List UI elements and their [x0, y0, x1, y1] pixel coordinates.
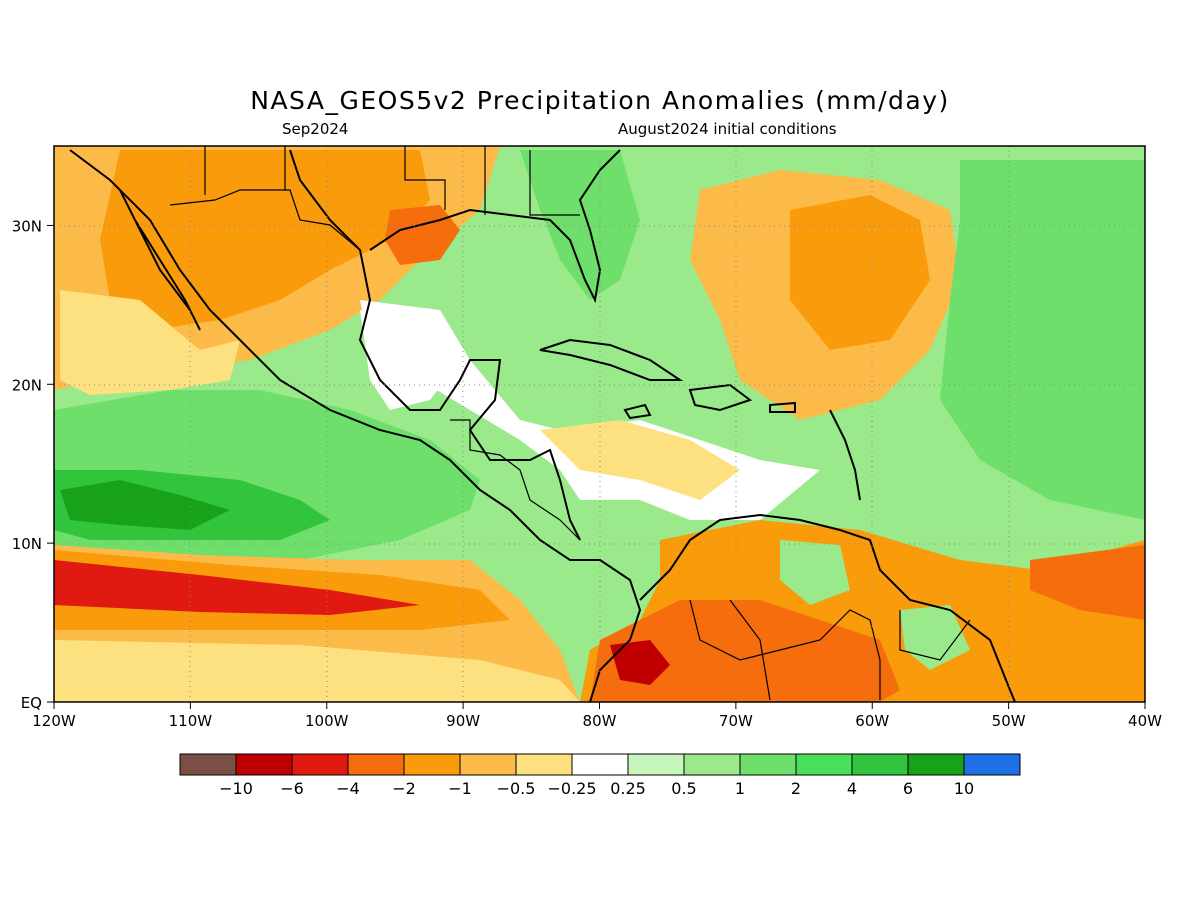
colorbar-label: 4 [847, 779, 857, 798]
colorbar-swatch [235, 753, 293, 776]
colorbar-label: −1 [448, 779, 472, 798]
coast-hispaniola [688, 383, 753, 412]
colorbar-swatch [851, 753, 909, 776]
x-tick-label: 60W [855, 712, 889, 730]
field-sa-driest [610, 640, 670, 685]
colorbar-label: −6 [280, 779, 304, 798]
initial-conditions: August2024 initial conditions [618, 120, 837, 138]
colorbar-label: −10 [219, 779, 253, 798]
field-guiana-wet [900, 605, 970, 670]
colorbar-swatch [403, 753, 461, 776]
y-tick-label: EQ [21, 694, 42, 712]
colorbar-label: 10 [954, 779, 974, 798]
field-sa-wet [780, 540, 850, 605]
border-central-america [450, 419, 581, 541]
coast-puerto-rico [769, 401, 796, 413]
colorbar-label: 6 [903, 779, 913, 798]
coast-south-america [639, 513, 1016, 702]
field-sa-drier [590, 600, 900, 702]
border-us-mexico [169, 189, 361, 251]
coast-mexico-pacific [69, 149, 642, 702]
x-tick-label: 90W [446, 712, 480, 730]
colorbar-label: −0.25 [547, 779, 596, 798]
map-title: NASA_GEOS5v2 Precipitation Anomalies (mm… [250, 86, 950, 115]
graticule [54, 146, 1145, 702]
y-axis: EQ 10N 20N 30N [12, 217, 54, 712]
colorbar-swatch [907, 753, 965, 776]
y-tick-label: 10N [12, 535, 42, 553]
colorbar-swatch [683, 753, 741, 776]
colorbar-swatch [291, 753, 349, 776]
political-borders [169, 146, 971, 701]
x-tick-label: 50W [992, 712, 1026, 730]
coast-antilles [829, 409, 861, 501]
coastlines [69, 149, 1016, 702]
field-itcz-pale [54, 640, 580, 702]
x-tick-label: 120W [32, 712, 76, 730]
colorbar-swatch [795, 753, 853, 776]
colorbar-label: −2 [392, 779, 416, 798]
border-sa [689, 599, 971, 701]
field-mexico-pale [60, 290, 240, 395]
forecast-month: Sep2024 [282, 120, 349, 138]
x-tick-label: 70W [719, 712, 753, 730]
field-atlantic-drier [790, 195, 930, 350]
colorbar-swatch [627, 753, 685, 776]
anomaly-field [54, 146, 1145, 702]
colorbar-swatch [179, 753, 237, 776]
field-itcz-dry-3 [54, 560, 420, 615]
colorbar-label: 2 [791, 779, 801, 798]
coast-baja [119, 189, 201, 331]
colorbar-swatch [347, 753, 405, 776]
colorbar-label: 1 [735, 779, 745, 798]
colorbar-swatch [459, 753, 517, 776]
y-tick-label: 20N [12, 376, 42, 394]
x-tick-label: 80W [583, 712, 617, 730]
field-mexico-drier [100, 150, 430, 330]
field-pacific-wettest [60, 480, 230, 530]
field-atlantic-itcz-drier [1030, 545, 1145, 620]
colorbar-label: 0.5 [671, 779, 696, 798]
field-caribbean-pale [540, 420, 740, 500]
coast-cuba [539, 338, 684, 381]
x-tick-label: 40W [1128, 712, 1162, 730]
colorbar-swatch [739, 753, 797, 776]
colorbar-label: 0.25 [610, 779, 646, 798]
coast-jamaica [623, 403, 652, 420]
field-atlantic-wet [940, 160, 1145, 520]
colorbar-label: −0.5 [497, 779, 536, 798]
colorbar-swatch [963, 753, 1021, 776]
colorbar: −10 −6 −4 −2 −1 −0.5 −0.25 0.25 0.5 1 2 4 6 10 [179, 753, 1021, 798]
coast-gulf [289, 149, 581, 541]
colorbar-swatch [515, 753, 573, 776]
colorbar-label: −4 [336, 779, 360, 798]
x-tick-label: 100W [305, 712, 349, 730]
border-us-states [204, 146, 580, 216]
field-se-us-wet [520, 150, 640, 300]
coast-us-gulf [369, 149, 621, 304]
x-tick-label: 110W [169, 712, 213, 730]
x-axis: 120W 110W 100W 90W 80W 70W 60W 50W 40W [32, 702, 1162, 730]
y-tick-label: 30N [12, 217, 42, 235]
colorbar-swatch [571, 753, 629, 776]
